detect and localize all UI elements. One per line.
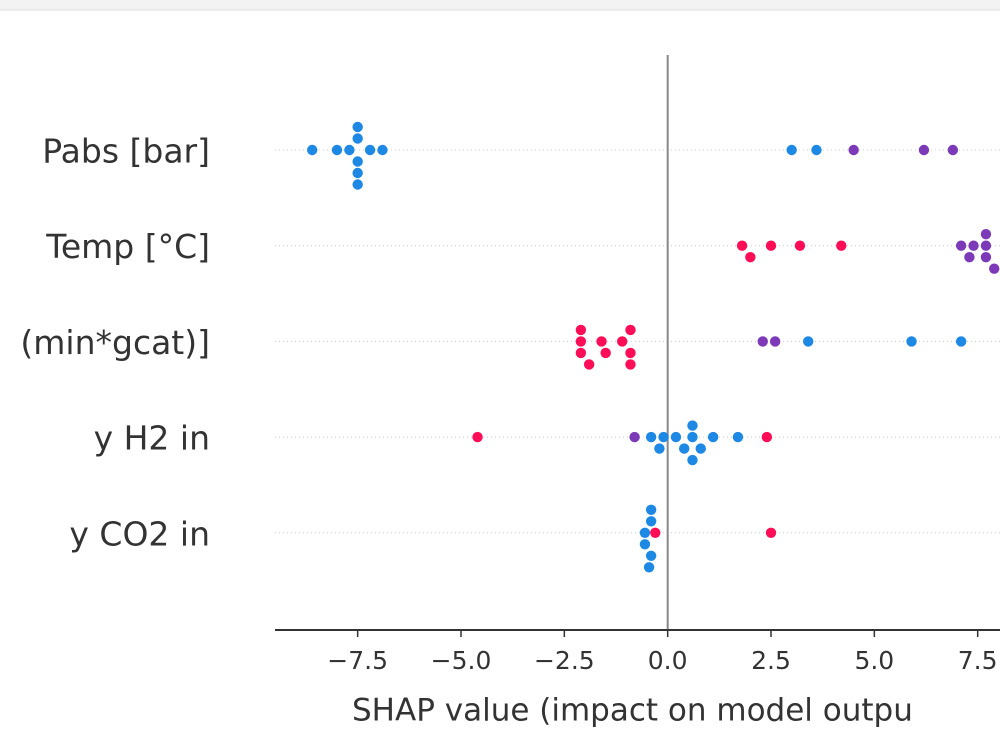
y-tick-label: Pabs [bar]: [42, 132, 210, 171]
y-tick-label: y CO2 in: [69, 514, 210, 553]
data-point: [980, 240, 992, 251]
data-point: [786, 144, 797, 156]
data-point: [695, 443, 706, 454]
data-point: [732, 431, 744, 443]
data-point: [803, 336, 814, 347]
data-point: [687, 420, 698, 431]
data-point: [645, 516, 657, 527]
data-point: [918, 144, 930, 156]
data-point: [836, 240, 847, 251]
data-point: [947, 144, 959, 156]
data-point: [575, 336, 587, 347]
data-point: [472, 431, 483, 443]
x-tick-label: −5.0: [431, 646, 492, 675]
data-point: [687, 431, 698, 443]
y-tick-label: y H2 in: [94, 419, 210, 458]
data-point: [625, 359, 636, 370]
data-point: [980, 252, 992, 263]
data-point: [625, 324, 636, 336]
data-point: [989, 263, 1000, 274]
data-point: [575, 347, 587, 359]
data-point: [906, 336, 917, 347]
x-tick-label: −2.5: [534, 646, 595, 675]
data-point: [955, 240, 967, 251]
data-point: [625, 347, 636, 359]
data-point: [331, 144, 343, 156]
data-point: [955, 336, 967, 347]
x-tick-label: −7.5: [327, 646, 388, 675]
data-point: [745, 252, 756, 263]
data-point: [736, 240, 748, 251]
data-point: [617, 336, 628, 347]
data-point: [352, 167, 363, 179]
data-point: [658, 431, 669, 443]
data-point: [352, 179, 363, 190]
data-point: [679, 443, 690, 454]
data-point: [765, 240, 777, 251]
data-point: [639, 527, 651, 538]
data-point: [757, 336, 768, 347]
data-point: [811, 144, 822, 156]
data-point: [600, 347, 611, 359]
data-point: [352, 156, 363, 167]
data-point: [352, 121, 363, 133]
data-point: [650, 527, 661, 538]
x-tick-label: 0.0: [648, 646, 688, 675]
data-point: [848, 144, 859, 156]
data-point: [364, 144, 376, 156]
data-point: [670, 431, 682, 443]
data-point: [575, 324, 587, 336]
data-point: [377, 144, 388, 156]
data-point: [596, 336, 607, 347]
data-point: [344, 144, 355, 156]
data-point: [968, 240, 979, 251]
data-point: [765, 527, 777, 538]
data-point: [964, 252, 975, 263]
y-tick-label: Temp [°C]: [45, 227, 210, 266]
data-point: [643, 562, 655, 573]
x-axis-label: SHAP value (impact on model outpu: [352, 693, 913, 729]
data-point: [654, 443, 665, 454]
data-point: [639, 539, 651, 550]
data-point: [769, 336, 781, 347]
data-point: [794, 240, 806, 251]
data-point: [307, 144, 318, 156]
x-tick-label: 2.5: [751, 646, 791, 675]
data-point: [645, 504, 657, 515]
data-point: [645, 550, 657, 561]
x-tick-label: 5.0: [854, 646, 894, 675]
data-point: [687, 454, 698, 466]
data-point: [980, 229, 992, 240]
data-point: [629, 431, 640, 443]
data-point: [352, 133, 363, 144]
top-strip: [0, 0, 1000, 10]
data-point: [707, 431, 719, 443]
y-tick-label: (min*gcat)]: [20, 323, 210, 362]
data-point: [645, 431, 657, 443]
x-tick-label: 7.5: [958, 646, 998, 675]
data-point: [761, 431, 773, 443]
data-point: [583, 359, 595, 370]
